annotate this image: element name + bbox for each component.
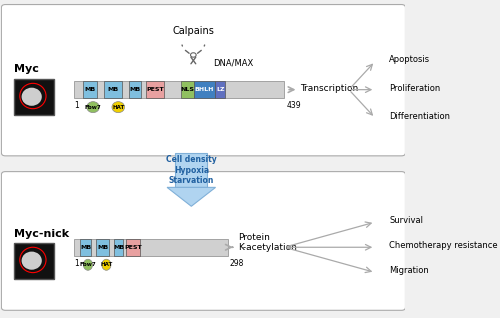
Text: Proliferation: Proliferation: [390, 84, 440, 93]
Text: BHLH: BHLH: [194, 87, 214, 92]
Ellipse shape: [22, 88, 42, 106]
Bar: [175, 153, 208, 187]
Text: MB: MB: [130, 87, 140, 92]
Bar: [14, 243, 54, 279]
Text: Fbw7: Fbw7: [80, 262, 96, 267]
Text: 1: 1: [74, 101, 79, 110]
Bar: [182, 81, 194, 98]
Text: Protein
K-acetylation: Protein K-acetylation: [238, 233, 296, 252]
Text: Migration: Migration: [390, 266, 429, 275]
Text: HAT: HAT: [112, 105, 124, 110]
Bar: [104, 81, 122, 98]
Bar: [129, 81, 141, 98]
Text: MB: MB: [108, 87, 118, 92]
FancyBboxPatch shape: [2, 172, 406, 310]
Bar: [194, 81, 215, 98]
Text: Myc-nick: Myc-nick: [14, 229, 68, 239]
Text: Calpains: Calpains: [172, 26, 214, 36]
Bar: [114, 238, 124, 256]
Text: 1: 1: [74, 259, 79, 268]
Text: Apoptosis: Apoptosis: [390, 55, 430, 64]
Text: Cell density
Hypoxia
Starvation: Cell density Hypoxia Starvation: [166, 155, 216, 185]
Text: Myc: Myc: [14, 64, 38, 74]
Text: NLS: NLS: [180, 87, 194, 92]
Ellipse shape: [112, 102, 124, 113]
Bar: [146, 81, 165, 98]
Bar: [215, 81, 226, 98]
Bar: [96, 238, 110, 256]
Text: PEST: PEST: [146, 87, 164, 92]
Ellipse shape: [84, 259, 92, 270]
Text: MB: MB: [80, 245, 92, 250]
Circle shape: [190, 53, 196, 57]
Text: 298: 298: [230, 259, 244, 268]
FancyBboxPatch shape: [2, 4, 406, 156]
Bar: [74, 81, 284, 98]
Text: Chemotherapy resistance: Chemotherapy resistance: [390, 241, 498, 250]
Ellipse shape: [86, 102, 100, 113]
Polygon shape: [167, 187, 216, 206]
Bar: [74, 238, 228, 256]
Text: 439: 439: [286, 101, 301, 110]
Text: Survival: Survival: [390, 216, 424, 225]
Text: Fbw7: Fbw7: [84, 105, 102, 110]
Text: DNA/MAX: DNA/MAX: [214, 59, 254, 68]
Text: PEST: PEST: [124, 245, 142, 250]
Text: HAT: HAT: [100, 262, 112, 267]
Text: MB: MB: [113, 245, 124, 250]
Bar: [80, 238, 91, 256]
Text: MB: MB: [84, 87, 96, 92]
Text: LZ: LZ: [216, 87, 224, 92]
Text: Transcription: Transcription: [300, 84, 358, 93]
Ellipse shape: [22, 252, 42, 270]
Bar: [126, 238, 140, 256]
Bar: [82, 81, 97, 98]
Ellipse shape: [102, 259, 111, 270]
Text: MB: MB: [97, 245, 108, 250]
Bar: [14, 79, 54, 115]
Text: Differentiation: Differentiation: [390, 112, 450, 121]
